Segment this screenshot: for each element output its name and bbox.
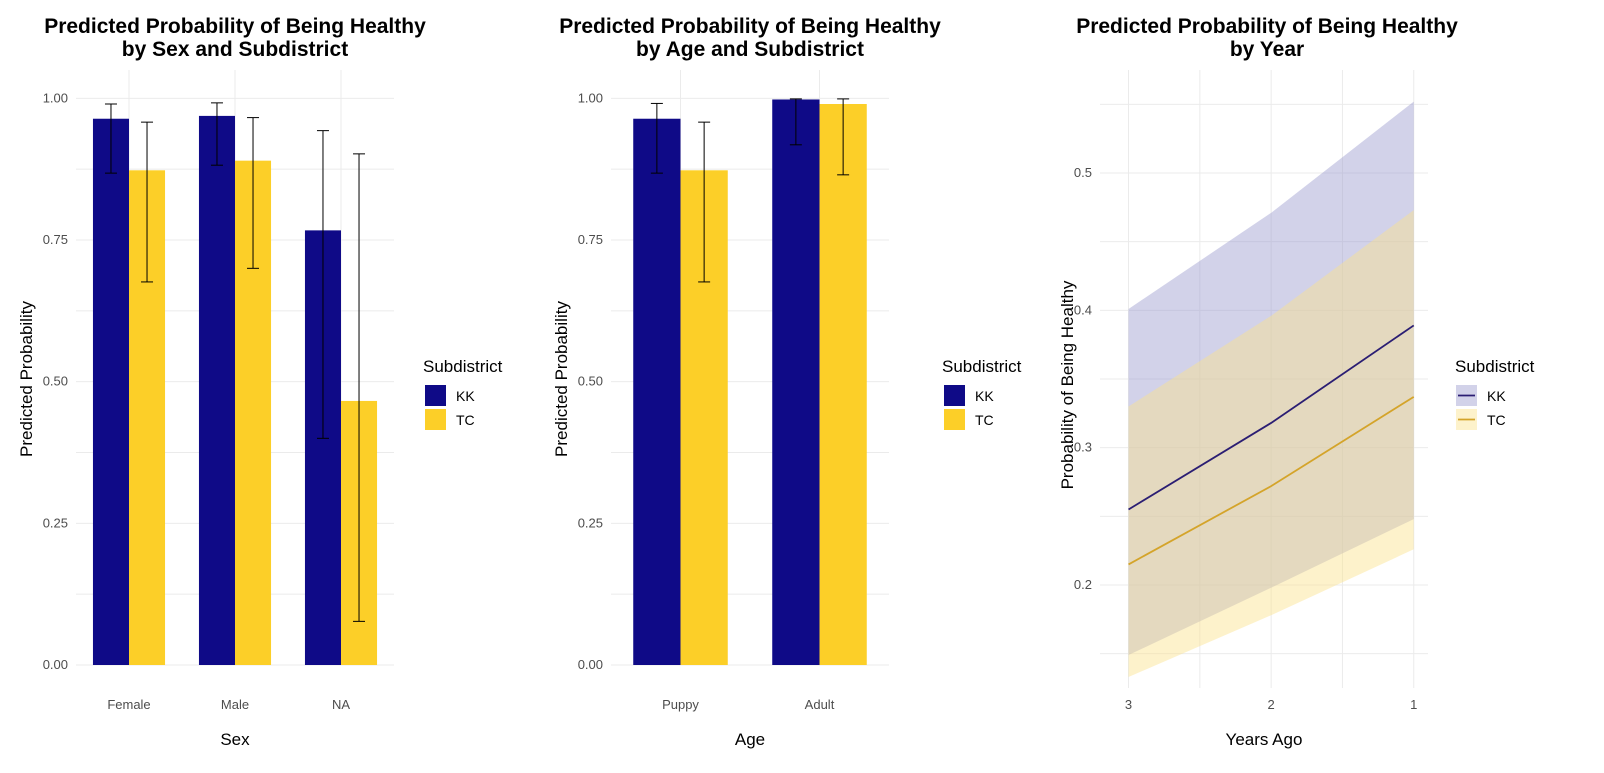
y-tick-label: 0.00 <box>578 657 603 672</box>
legend: Subdistrict KK TC <box>1455 357 1535 430</box>
legend-title: Subdistrict <box>942 357 1022 376</box>
y-tick-label: 0.50 <box>43 374 68 389</box>
x-tick-label: Male <box>221 697 249 712</box>
error-bar-kk-puppy <box>650 102 663 174</box>
x-tick-label: Female <box>107 697 150 712</box>
x-axis-label: Years Ago <box>1226 730 1303 749</box>
error-bar-kk-female <box>104 103 117 174</box>
error-bar-kk-male <box>210 102 223 166</box>
x-axis-label: Age <box>735 730 765 749</box>
legend-label: TC <box>1487 412 1506 428</box>
chart-title-line: Predicted Probability of Being Healthy <box>1076 15 1458 38</box>
legend-title: Subdistrict <box>1455 357 1535 376</box>
bar-kk-male <box>198 115 235 665</box>
bar-kk-adult <box>772 99 820 665</box>
error-bar-tc-female <box>141 121 154 283</box>
y-tick-label: 0.75 <box>578 232 603 247</box>
y-tick-label: 0.50 <box>578 374 603 389</box>
legend-title: Subdistrict <box>423 357 503 376</box>
chart-title-line: by Sex and Subdistrict <box>122 38 348 61</box>
series-line-tc <box>1128 396 1415 566</box>
x-tick-label: 1 <box>1410 697 1417 712</box>
error-bar-tc-na <box>353 153 366 622</box>
legend-swatch-kk <box>425 385 446 406</box>
x-tick-label: NA <box>332 697 350 712</box>
y-tick-label: 1.00 <box>578 90 603 105</box>
chart-title-line: Predicted Probability of Being Healthy <box>559 15 941 38</box>
legend-label: KK <box>1487 388 1506 404</box>
x-tick-label: Adult <box>805 697 835 712</box>
legend-swatch-tc <box>425 409 446 430</box>
bar-tc-adult <box>819 104 867 665</box>
error-bar-kk-na <box>316 130 329 439</box>
chart-title-line: by Year <box>1230 38 1304 61</box>
chart-title-line: by Age and Subdistrict <box>636 38 864 61</box>
y-tick-label: 0.75 <box>43 232 68 247</box>
confidence-band-tc <box>1128 210 1414 678</box>
y-tick-label: 0.3 <box>1074 440 1092 455</box>
x-tick-label: Puppy <box>662 697 699 712</box>
error-bar-kk-adult <box>789 98 802 146</box>
y-tick-label: 0.2 <box>1074 577 1092 592</box>
y-tick-label: 0.25 <box>43 515 68 530</box>
legend: Subdistrict KK TC <box>942 357 1022 430</box>
confidence-band-kk <box>1128 101 1414 656</box>
error-bar-tc-adult <box>837 98 850 176</box>
bar-kk-female <box>92 118 129 665</box>
x-axis-label: Sex <box>220 730 250 749</box>
y-axis-label: Predicted Probability <box>552 301 571 457</box>
error-bar-tc-male <box>247 117 260 269</box>
y-tick-label: 0.00 <box>43 657 68 672</box>
legend-label: TC <box>975 412 994 428</box>
y-tick-label: 0.25 <box>578 515 603 530</box>
y-axis-label: Probability of Being Healthy <box>1058 280 1077 489</box>
legend-label: KK <box>975 388 994 404</box>
legend-swatch-tc <box>944 409 965 430</box>
bar-chart-panel-1: Female Male NA 0.00 0.25 0.50 0.75 1.00 Sex Predi… <box>17 15 503 749</box>
series-line-kk <box>1128 324 1415 511</box>
x-tick-label: 3 <box>1125 697 1132 712</box>
legend-swatch-kk <box>944 385 965 406</box>
x-tick-label: 2 <box>1268 697 1275 712</box>
y-tick-label: 1.00 <box>43 90 68 105</box>
legend: Subdistrict KK TC <box>423 357 503 430</box>
y-axis-label: Predicted Probability <box>17 301 36 457</box>
bar-chart-panel-2: Puppy Adult 0.00 0.25 0.50 0.75 1.00 Age Predict… <box>552 15 1022 749</box>
legend-label: TC <box>456 412 475 428</box>
line-chart-panel: 3 2 1 0.2 0.3 0.4 0.5 Years Ago Probability of B… <box>1058 15 1535 749</box>
bar-kk-puppy <box>633 118 681 665</box>
y-tick-label: 0.4 <box>1074 302 1092 317</box>
error-bar-tc-puppy <box>698 121 711 283</box>
chart-title-line: Predicted Probability of Being Healthy <box>44 15 426 38</box>
y-tick-label: 0.5 <box>1074 165 1092 180</box>
legend-label: KK <box>456 388 475 404</box>
